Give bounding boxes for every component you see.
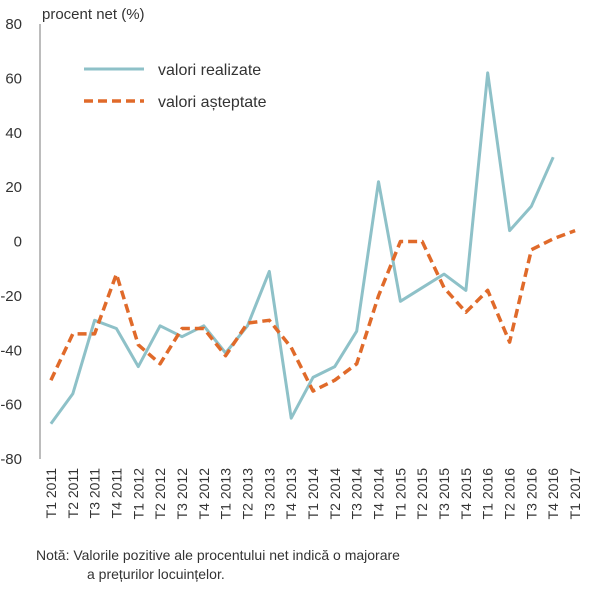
series-line-realizate (49, 71, 555, 425)
x-axis-ticks: T1 2011 T2 2011 T3 2011 T4 2011 T1 2012 T2 20… (43, 468, 583, 520)
x-tick-label: T3 2014 (349, 468, 365, 520)
y-axis-ticks: 80 60 40 20 0 -20 -40 -60 -80 (0, 16, 22, 468)
chart-note: Notă: Valorile pozitive ale procentului … (36, 546, 400, 584)
x-tick-label: T4 2011 (108, 468, 124, 519)
y-tick-label: 80 (5, 16, 22, 33)
x-tick-label: T1 2013 (218, 468, 234, 520)
note-line-2: a prețurilor locuințelor. (87, 566, 225, 582)
x-tick-label: T3 2011 (87, 468, 103, 519)
x-tick-label: T4 2015 (458, 468, 474, 520)
x-tick-label: T2 2015 (414, 468, 430, 520)
x-tick-label: T4 2012 (196, 468, 212, 520)
legend-label-realizate: valori realizate (158, 62, 261, 79)
y-tick-label: 40 (5, 125, 22, 142)
x-tick-label: T2 2011 (65, 468, 81, 519)
y-tick-label: -20 (0, 288, 22, 305)
y-axis-label: procent net (%) (42, 6, 145, 23)
y-tick-label: -80 (0, 451, 22, 468)
x-tick-label: T1 2016 (480, 468, 496, 520)
x-tick-label: T1 2014 (305, 468, 321, 520)
x-tick-label: T4 2014 (371, 468, 387, 520)
x-tick-label: T2 2014 (327, 468, 343, 520)
y-tick-label: -40 (0, 342, 22, 359)
x-tick-label: T4 2013 (283, 468, 299, 520)
note-line-1: Notă: Valorile pozitive ale procentului … (36, 547, 400, 563)
x-tick-label: T3 2015 (436, 468, 452, 520)
x-tick-label: T4 2016 (545, 468, 561, 520)
x-tick-label: T2 2016 (502, 468, 518, 520)
x-tick-label: T3 2013 (261, 468, 277, 520)
series-lines (49, 71, 576, 425)
x-tick-label: T1 2011 (43, 468, 59, 519)
x-tick-label: T2 2012 (152, 468, 168, 520)
x-tick-label: T2 2013 (239, 468, 255, 520)
x-tick-label: T1 2015 (392, 468, 408, 520)
legend: valori realizate valori așteptate (84, 62, 267, 111)
y-tick-label: -60 (0, 397, 22, 414)
y-tick-label: 0 (14, 234, 22, 251)
x-tick-label: T1 2012 (130, 468, 146, 520)
x-tick-label: T3 2012 (174, 468, 190, 520)
legend-label-asteptate: valori așteptate (158, 94, 267, 111)
x-tick-label: T3 2016 (523, 468, 539, 520)
y-tick-label: 60 (5, 70, 22, 87)
series-line-asteptate (49, 228, 576, 393)
line-chart: procent net (%) 80 60 40 20 0 -20 -40 -60 -80 T1… (0, 6, 583, 520)
x-tick-label: T1 2017 (567, 468, 583, 520)
y-tick-label: 20 (5, 179, 22, 196)
